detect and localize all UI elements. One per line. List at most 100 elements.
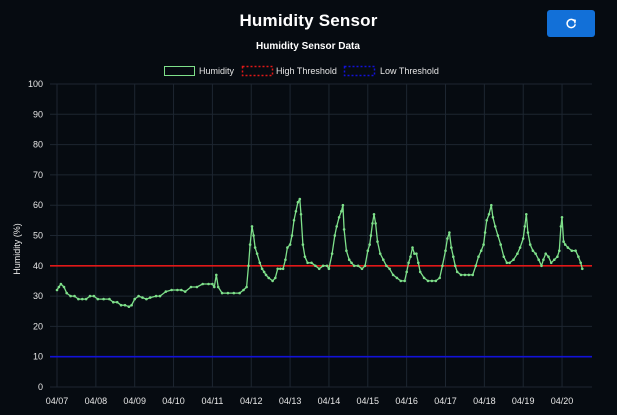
humidity-point — [549, 261, 553, 265]
humidity-point — [485, 219, 489, 222]
humidity-point — [340, 210, 343, 213]
chart-container: Humidity Sensor Data Humidity High Thres… — [0, 38, 617, 410]
app-header: Humidity Sensor — [0, 0, 617, 40]
humidity-point — [314, 264, 317, 268]
humidity-point — [391, 273, 395, 277]
humidity-point — [415, 252, 418, 255]
humidity-point — [112, 300, 115, 304]
humidity-point — [570, 249, 574, 252]
humidity-point — [369, 234, 373, 237]
chart-legend: Humidity High Threshold Low Threshold — [164, 65, 439, 77]
humidity-point — [430, 279, 434, 283]
humidity-point — [242, 288, 245, 292]
humidity-point — [540, 264, 543, 268]
x-tick-label: 04/09 — [123, 396, 146, 406]
chart-title: Humidity Sensor Data — [256, 41, 360, 52]
humidity-point — [556, 255, 559, 258]
humidity-point — [347, 258, 351, 261]
humidity-point — [258, 261, 262, 265]
humidity-point — [483, 231, 487, 234]
humidity-point — [553, 258, 556, 261]
y-tick-label: 20 — [33, 321, 43, 331]
humidity-point — [403, 279, 407, 283]
humidity-point — [342, 228, 346, 231]
legend-swatch-high-threshold — [241, 65, 274, 77]
humidity-point — [292, 219, 296, 222]
humidity-point — [521, 237, 525, 240]
humidity-point — [459, 273, 463, 277]
humidity-point — [487, 213, 491, 216]
humidity-point — [317, 267, 321, 271]
humidity-point — [333, 234, 337, 237]
humidity-series — [55, 197, 584, 309]
humidity-point — [558, 249, 561, 252]
humidity-point — [496, 234, 500, 237]
humidity-point — [455, 270, 459, 274]
legend-item-low-threshold[interactable]: Low Threshold — [343, 65, 439, 77]
humidity-point — [207, 282, 210, 286]
humidity-point — [528, 243, 532, 246]
humidity-point — [434, 279, 438, 283]
humidity-point — [385, 264, 388, 268]
humidity-point — [274, 276, 277, 280]
humidity-point — [360, 267, 364, 271]
y-tick-label: 70 — [33, 170, 43, 180]
humidity-point — [279, 267, 282, 271]
humidity-point — [321, 264, 325, 268]
humidity-point — [211, 282, 214, 286]
humidity-point — [294, 210, 298, 213]
humidity-point — [180, 288, 183, 292]
humidity-point — [453, 264, 457, 268]
x-tick-label: 04/16 — [395, 396, 418, 406]
x-tick-label: 04/10 — [162, 396, 185, 406]
humidity-point — [65, 291, 68, 295]
humidity-point — [438, 276, 442, 280]
humidity-point — [482, 243, 485, 246]
humidity-point — [345, 249, 348, 252]
legend-item-humidity[interactable]: Humidity — [164, 66, 235, 76]
humidity-point — [371, 222, 374, 225]
refresh-button[interactable] — [547, 10, 595, 37]
humidity-point — [96, 297, 100, 301]
humidity-point — [286, 246, 289, 249]
humidity-point — [232, 291, 236, 295]
humidity-point — [363, 264, 367, 268]
page-title: Humidity Sensor — [239, 11, 378, 30]
humidity-point — [248, 243, 252, 246]
humidity-point — [477, 255, 480, 258]
humidity-point — [407, 261, 410, 265]
humidity-point — [479, 249, 483, 252]
humidity-point — [518, 246, 522, 249]
legend-item-high-threshold[interactable]: High Threshold — [241, 65, 337, 77]
humidity-point — [303, 255, 307, 258]
humidity-point — [325, 264, 329, 268]
humidity-point — [271, 279, 274, 283]
humidity-point — [405, 270, 409, 274]
humidity-point — [444, 249, 447, 252]
humidity-point — [119, 303, 123, 307]
humidity-point — [183, 290, 187, 293]
humidity-point — [130, 303, 133, 307]
humidity-point — [490, 203, 493, 207]
humidity-point — [310, 261, 313, 265]
humidity-point — [562, 240, 565, 243]
humidity-point — [395, 276, 399, 280]
y-tick-label: 40 — [33, 261, 43, 271]
humidity-point — [84, 297, 88, 301]
humidity-point — [247, 264, 250, 268]
humidity-point — [127, 305, 131, 309]
humidity-point — [238, 291, 241, 295]
x-tick-label: 04/15 — [357, 396, 380, 406]
humidity-point — [471, 273, 475, 277]
humidity-point — [145, 297, 148, 301]
humidity-point — [422, 276, 426, 280]
humidity-point — [115, 300, 119, 304]
humidity-point — [463, 273, 467, 277]
y-tick-label: 50 — [33, 231, 43, 241]
humidity-point — [141, 296, 144, 299]
humidity-point — [335, 225, 339, 228]
humidity-point — [201, 282, 204, 286]
humidity-point — [505, 261, 509, 265]
legend-swatch-low-threshold — [343, 65, 376, 77]
humidity-point — [499, 243, 503, 246]
